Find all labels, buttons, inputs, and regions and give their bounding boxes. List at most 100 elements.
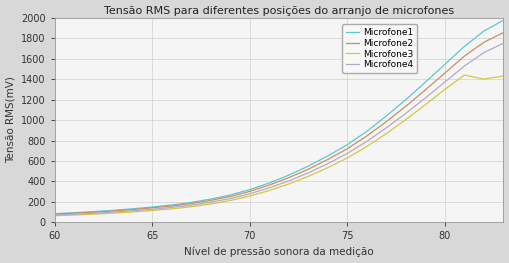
Line: Microfone4: Microfone4 <box>55 43 503 215</box>
Microfone2 <box>110 209 117 213</box>
Microfone4 <box>247 192 253 195</box>
Line: Microfone2: Microfone2 <box>55 33 503 214</box>
Microfone4 <box>188 204 194 207</box>
Line: Microfone1: Microfone1 <box>55 20 503 214</box>
Microfone2 <box>266 183 272 186</box>
Microfone3 <box>266 189 272 192</box>
Microfone2 <box>286 176 292 179</box>
Microfone1 <box>422 80 429 84</box>
Microfone3 <box>305 175 312 178</box>
Microfone4 <box>403 112 409 115</box>
Microfone4 <box>422 96 429 99</box>
Microfone2 <box>169 204 175 208</box>
Microfone2 <box>364 134 370 138</box>
Microfone1 <box>71 211 77 214</box>
Microfone2 <box>208 199 214 202</box>
Microfone4 <box>325 162 331 165</box>
Microfone1 <box>305 165 312 168</box>
Microfone4 <box>364 140 370 143</box>
Microfone3 <box>500 74 506 78</box>
Microfone1 <box>344 143 350 146</box>
Microfone1 <box>188 201 194 204</box>
Microfone4 <box>500 42 506 45</box>
Microfone2 <box>383 120 389 123</box>
Microfone4 <box>208 201 214 204</box>
Microfone2 <box>305 168 312 171</box>
Microfone3 <box>169 207 175 210</box>
Microfone3 <box>325 166 331 169</box>
Microfone4 <box>305 171 312 174</box>
Microfone1 <box>130 207 136 210</box>
Microfone1 <box>208 198 214 201</box>
Microfone2 <box>149 206 155 209</box>
Microfone4 <box>383 126 389 129</box>
Microfone1 <box>461 45 467 48</box>
Microfone2 <box>442 71 448 74</box>
Microfone1 <box>149 205 155 209</box>
Microfone3 <box>403 118 409 121</box>
Microfone3 <box>91 213 97 216</box>
Microfone2 <box>71 212 77 215</box>
Microfone4 <box>228 197 234 200</box>
X-axis label: Nível de pressão sonora da medição: Nível de pressão sonora da medição <box>184 247 374 257</box>
Microfone4 <box>149 208 155 211</box>
Microfone4 <box>266 186 272 189</box>
Microfone4 <box>71 213 77 216</box>
Microfone2 <box>91 211 97 214</box>
Microfone4 <box>52 213 58 216</box>
Microfone1 <box>500 19 506 22</box>
Microfone1 <box>481 29 487 33</box>
Microfone3 <box>71 213 77 216</box>
Microfone1 <box>91 210 97 213</box>
Microfone1 <box>110 209 117 212</box>
Microfone3 <box>52 214 58 217</box>
Microfone1 <box>247 188 253 191</box>
Microfone2 <box>403 105 409 108</box>
Microfone1 <box>383 114 389 118</box>
Microfone1 <box>442 63 448 66</box>
Microfone4 <box>344 152 350 155</box>
Microfone3 <box>286 183 292 186</box>
Microfone3 <box>228 199 234 202</box>
Microfone2 <box>325 158 331 161</box>
Microfone3 <box>383 132 389 135</box>
Microfone2 <box>500 31 506 34</box>
Microfone1 <box>325 154 331 158</box>
Microfone1 <box>228 193 234 196</box>
Microfone3 <box>247 194 253 198</box>
Microfone3 <box>208 202 214 205</box>
Microfone2 <box>344 147 350 150</box>
Microfone2 <box>228 195 234 198</box>
Microfone4 <box>169 206 175 209</box>
Microfone2 <box>461 54 467 58</box>
Microfone4 <box>91 212 97 215</box>
Microfone3 <box>188 205 194 208</box>
Microfone1 <box>364 130 370 133</box>
Title: Tensão RMS para diferentes posições do arranjo de microfones: Tensão RMS para diferentes posições do a… <box>104 6 454 16</box>
Microfone3 <box>364 145 370 148</box>
Microfone2 <box>130 208 136 211</box>
Microfone3 <box>481 78 487 81</box>
Microfone3 <box>461 73 467 77</box>
Microfone1 <box>52 212 58 215</box>
Microfone4 <box>286 179 292 183</box>
Microfone2 <box>247 190 253 193</box>
Microfone1 <box>403 98 409 101</box>
Microfone2 <box>422 88 429 92</box>
Microfone3 <box>110 211 117 215</box>
Microfone3 <box>149 209 155 212</box>
Microfone3 <box>422 103 429 106</box>
Legend: Microfone1, Microfone2, Microfone3, Microfone4: Microfone1, Microfone2, Microfone3, Micr… <box>342 24 417 73</box>
Microfone2 <box>481 41 487 44</box>
Microfone2 <box>52 213 58 216</box>
Microfone2 <box>188 202 194 205</box>
Microfone3 <box>344 156 350 159</box>
Microfone3 <box>442 88 448 91</box>
Y-axis label: Tensão RMS(mV): Tensão RMS(mV) <box>6 77 16 164</box>
Microfone1 <box>286 174 292 177</box>
Microfone4 <box>130 209 136 213</box>
Microfone4 <box>110 211 117 214</box>
Line: Microfone3: Microfone3 <box>55 75 503 216</box>
Microfone4 <box>442 80 448 84</box>
Microfone1 <box>169 203 175 206</box>
